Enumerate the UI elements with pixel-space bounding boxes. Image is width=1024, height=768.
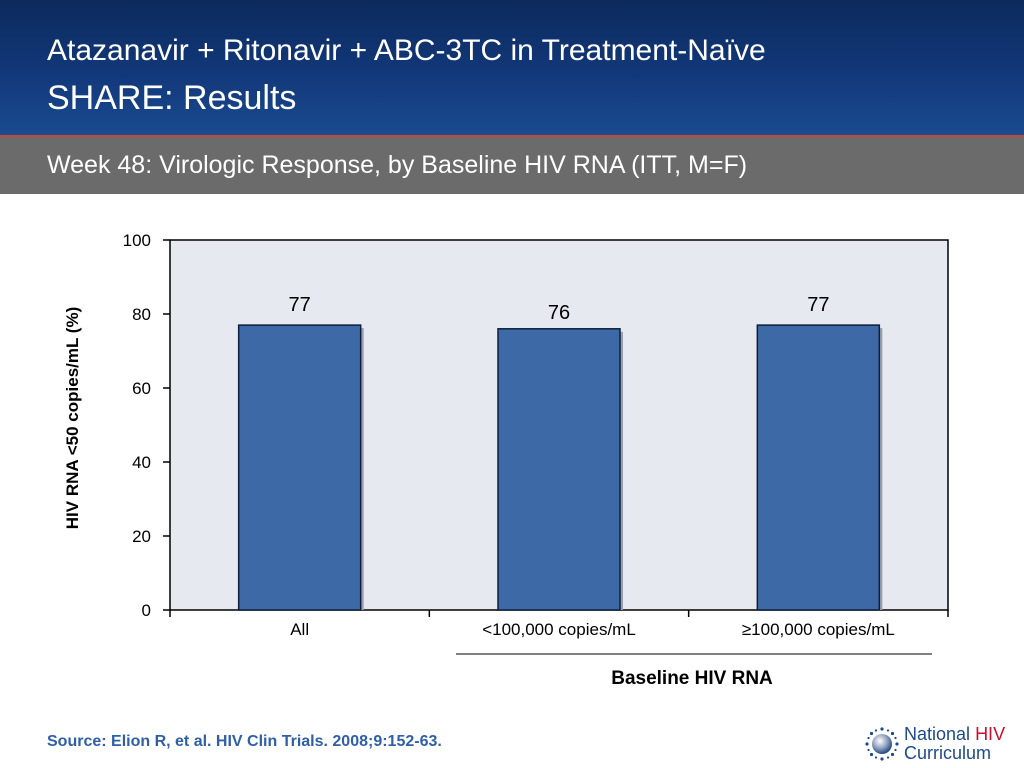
globe-dots-icon [865,727,899,761]
bar-data-label: 76 [548,302,570,324]
y-tick-label: 0 [142,601,151,620]
bar-data-label: 77 [807,294,829,316]
x-axis-label: Baseline HIV RNA [611,668,773,689]
y-tick-label: 80 [132,305,151,324]
header-banner [0,0,1024,135]
logo-line2: Curriculum [904,743,992,763]
bar [756,324,881,611]
slide-subtitle: Week 48: Virologic Response, by Baseline… [47,151,748,179]
bar-data-label: 77 [289,294,311,316]
national-hiv-curriculum-logo: National HIV Curriculum [864,722,1014,766]
logo-hiv-text: HIV [975,724,1006,744]
y-axis-label: HIV RNA <50 copies/mL (%) [63,307,82,529]
logo-line1: National HIV [904,724,1005,744]
y-tick-label: 20 [132,527,151,546]
y-tick-label: 40 [132,453,151,472]
logo-national-text: National [904,724,971,744]
source-citation: Source: Elion R, et al. HIV Clin Trials.… [47,733,442,750]
bar [237,324,362,611]
x-category-label: All [290,620,309,639]
y-tick-label: 60 [132,379,151,398]
header-divider [0,135,1024,137]
y-tick-label: 100 [123,231,151,250]
x-category-label: ≥100,000 copies/mL [742,620,895,639]
subtitle-bar [0,137,1024,194]
x-category-label: <100,000 copies/mL [482,620,636,639]
slide-title-line1: Atazanavir + Ritonavir + ABC-3TC in Trea… [47,34,766,67]
slide-title-line2: SHARE: Results [47,79,297,117]
bar [497,328,621,611]
